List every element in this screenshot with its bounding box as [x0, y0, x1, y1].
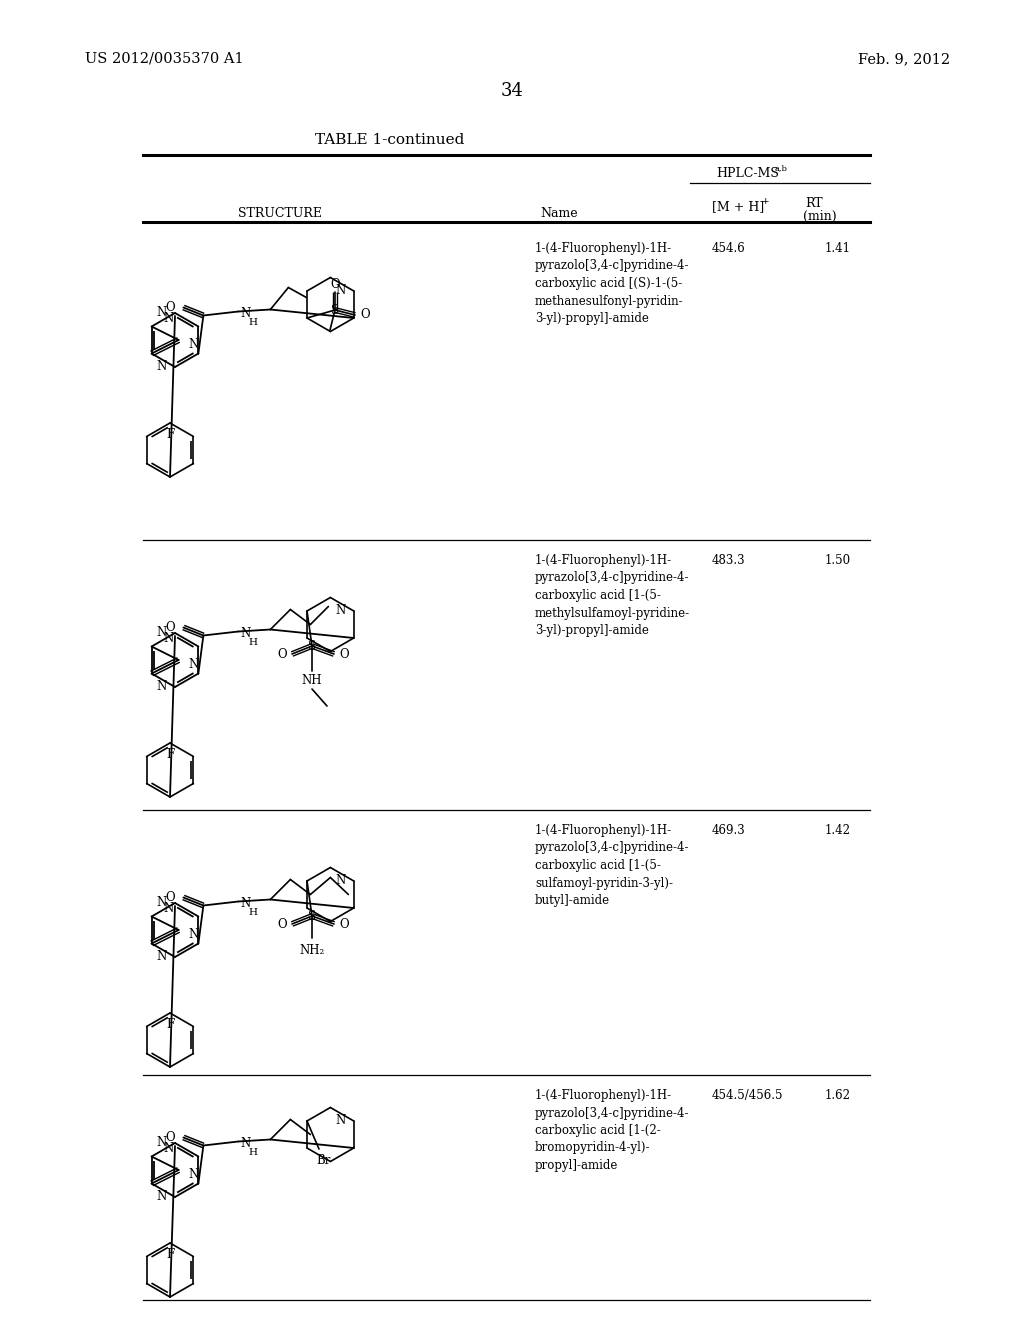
Text: O: O [166, 891, 175, 904]
Text: N: N [157, 1191, 167, 1204]
Text: S: S [308, 639, 316, 652]
Text: a,b: a,b [775, 164, 787, 172]
Text: O: O [339, 648, 349, 660]
Text: O: O [339, 917, 349, 931]
Text: N: N [336, 605, 346, 618]
Text: 1-(4-Fluorophenyl)-1H-
pyrazolo[3,4-c]pyridine-4-
carboxylic acid [1-(5-
methyls: 1-(4-Fluorophenyl)-1H- pyrazolo[3,4-c]py… [535, 554, 690, 638]
Text: N: N [157, 1137, 167, 1150]
Text: O: O [360, 309, 370, 322]
Text: N: N [336, 874, 346, 887]
Text: Name: Name [540, 207, 578, 220]
Text: 1-(4-Fluorophenyl)-1H-
pyrazolo[3,4-c]pyridine-4-
carboxylic acid [(S)-1-(5-
met: 1-(4-Fluorophenyl)-1H- pyrazolo[3,4-c]py… [535, 242, 689, 325]
Text: F: F [166, 748, 174, 762]
Text: 1-(4-Fluorophenyl)-1H-
pyrazolo[3,4-c]pyridine-4-
carboxylic acid [1-(5-
sulfamo: 1-(4-Fluorophenyl)-1H- pyrazolo[3,4-c]py… [535, 824, 689, 907]
Text: (min): (min) [803, 210, 837, 223]
Text: 1.42: 1.42 [825, 824, 851, 837]
Text: STRUCTURE: STRUCTURE [238, 207, 322, 220]
Text: RT: RT [805, 197, 822, 210]
Text: N: N [157, 306, 167, 319]
Text: N: N [188, 928, 199, 940]
Text: US 2012/0035370 A1: US 2012/0035370 A1 [85, 51, 244, 66]
Text: NH₂: NH₂ [299, 944, 325, 957]
Text: 1.41: 1.41 [825, 242, 851, 255]
Text: 454.6: 454.6 [712, 242, 745, 255]
Text: 483.3: 483.3 [712, 554, 745, 568]
Text: N: N [157, 627, 167, 639]
Text: HPLC-MS: HPLC-MS [717, 168, 779, 180]
Text: [M + H]: [M + H] [712, 201, 764, 213]
Text: N: N [336, 1114, 346, 1127]
Text: N: N [157, 681, 167, 693]
Text: H: H [249, 638, 257, 647]
Text: Br: Br [316, 1155, 331, 1167]
Text: O: O [278, 917, 287, 931]
Text: H: H [249, 908, 257, 917]
Text: S: S [331, 304, 339, 317]
Text: O: O [166, 1131, 175, 1144]
Text: 454.5/456.5: 454.5/456.5 [712, 1089, 783, 1102]
Text: N: N [164, 1142, 174, 1155]
Text: 34: 34 [501, 82, 523, 100]
Text: TABLE 1-continued: TABLE 1-continued [315, 133, 465, 147]
Text: F: F [166, 429, 174, 441]
Text: S: S [308, 909, 316, 923]
Text: 1-(4-Fluorophenyl)-1H-
pyrazolo[3,4-c]pyridine-4-
carboxylic acid [1-(2-
bromopy: 1-(4-Fluorophenyl)-1H- pyrazolo[3,4-c]py… [535, 1089, 689, 1172]
Text: N: N [157, 896, 167, 909]
Text: 469.3: 469.3 [712, 824, 745, 837]
Text: N: N [241, 1137, 251, 1150]
Text: N: N [157, 950, 167, 964]
Text: O: O [166, 620, 175, 634]
Text: N: N [188, 657, 199, 671]
Text: N: N [188, 1167, 199, 1180]
Text: N: N [157, 360, 167, 374]
Text: N: N [241, 627, 251, 640]
Text: N: N [164, 632, 174, 645]
Text: O: O [330, 277, 340, 290]
Text: F: F [166, 1019, 174, 1031]
Text: Feb. 9, 2012: Feb. 9, 2012 [858, 51, 950, 66]
Text: N: N [164, 902, 174, 915]
Text: O: O [278, 648, 287, 660]
Text: N: N [164, 312, 174, 325]
Text: N: N [188, 338, 199, 351]
Text: F: F [166, 1249, 174, 1262]
Text: +: + [761, 197, 768, 206]
Text: O: O [166, 301, 175, 314]
Text: N: N [241, 308, 251, 319]
Text: NH: NH [302, 675, 323, 688]
Text: H: H [249, 1148, 257, 1158]
Text: 1.62: 1.62 [825, 1089, 851, 1102]
Text: N: N [241, 898, 251, 909]
Text: N: N [336, 285, 346, 297]
Text: 1.50: 1.50 [825, 554, 851, 568]
Text: H: H [249, 318, 257, 327]
